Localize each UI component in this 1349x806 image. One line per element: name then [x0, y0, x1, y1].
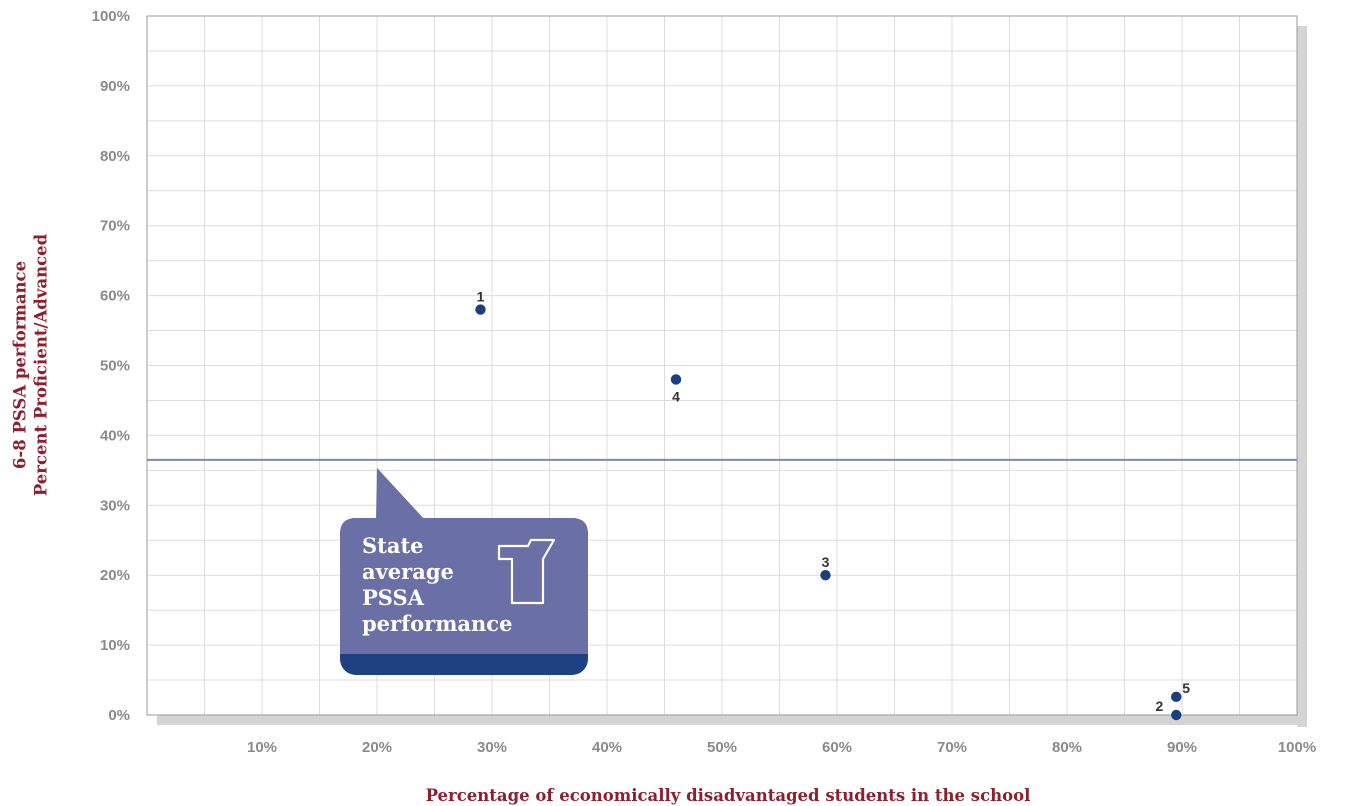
y-tick-label: 90%: [100, 78, 130, 95]
y-tick-label: 0%: [108, 707, 130, 724]
x-tick-label: 40%: [592, 739, 622, 756]
x-tick-label: 50%: [707, 739, 737, 756]
y-tick-label: 60%: [100, 288, 130, 305]
callout-box: [340, 518, 588, 654]
x-tick-label: 30%: [477, 739, 507, 756]
y-tick-label: 100%: [92, 8, 130, 25]
callout-text-line: State: [362, 533, 424, 558]
x-axis-title: Percentage of economically disadvantaged…: [426, 786, 1031, 805]
y-tick-label: 20%: [100, 567, 130, 584]
data-point-2: [1171, 709, 1182, 721]
data-point-3: [820, 570, 831, 581]
x-tick-label: 20%: [362, 739, 392, 756]
data-point-label-5: 5: [1182, 680, 1190, 696]
y-tick-label: 50%: [100, 358, 130, 375]
plot-shadow-right: [1297, 26, 1307, 727]
y-tick-label: 10%: [100, 637, 130, 654]
callout-text-line: average: [362, 559, 454, 584]
data-point-5: [1171, 691, 1182, 703]
y-tick-label: 80%: [100, 148, 130, 165]
data-point-label-3: 3: [822, 554, 830, 570]
callout-text-line: performance: [362, 611, 512, 636]
plot-border: [146, 15, 1298, 716]
data-points: 1 2 3 4 5: [475, 289, 1190, 721]
y-tick-label: 30%: [100, 497, 130, 514]
x-tick-label: 10%: [247, 739, 277, 756]
x-tick-label: 80%: [1052, 739, 1082, 756]
y-tick-label: 40%: [100, 427, 130, 444]
gridlines: [147, 16, 1297, 715]
plot-shadow: [147, 16, 1307, 727]
data-point-label-2: 2: [1155, 698, 1163, 714]
y-tick-label: 70%: [100, 218, 130, 235]
callout-pointer: [376, 467, 425, 520]
x-tick-label: 100%: [1278, 739, 1316, 756]
plot-shadow-bottom: [157, 715, 1307, 725]
data-point-4: [670, 374, 682, 385]
y-axis-title-line-2: Percent Proficient/Advanced: [32, 233, 51, 496]
data-point-label-1: 1: [477, 289, 485, 305]
x-tick-label: 70%: [937, 739, 967, 756]
x-tick-label: 90%: [1167, 739, 1197, 756]
x-tick-label: 60%: [822, 739, 852, 756]
data-point-label-4: 4: [672, 388, 680, 404]
keystone-icon: [497, 538, 556, 605]
plot-frame: [146, 15, 1298, 716]
y-axis-title: 6-8 PSSA performance Percent Proficient/…: [11, 233, 51, 496]
tick-labels: 10% 20% 30% 40% 50% 60% 70% 80% 90% 100% 0% 10% 20% 3…: [92, 8, 1317, 756]
data-point-1: [475, 304, 486, 315]
callout-text-line: PSSA: [362, 585, 425, 610]
y-axis-title-line-1: 6-8 PSSA performance: [11, 261, 30, 469]
